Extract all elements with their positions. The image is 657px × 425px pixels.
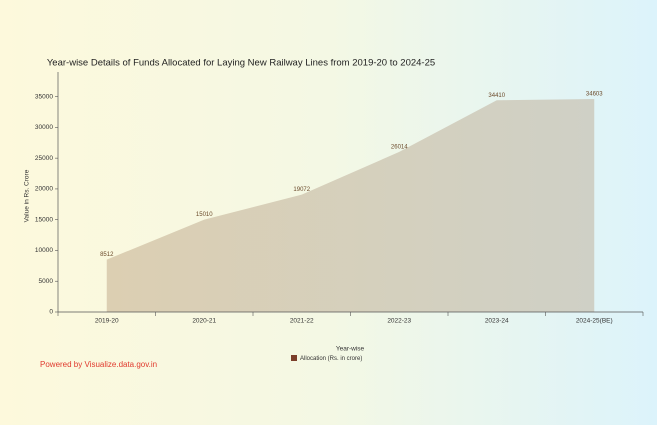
y-tick-label: 25000 [35,155,53,162]
chart-title: Year-wise Details of Funds Allocated for… [47,58,435,69]
y-tick-label: 15000 [35,216,53,223]
data-label: 34410 [488,93,505,99]
x-tick-label: 2021-22 [290,318,314,325]
data-label: 19072 [293,187,310,193]
x-axis-label: Year-wise [336,346,365,353]
legend-swatch [291,355,297,361]
y-axis-label: Value in Rs. Crore [24,169,31,222]
data-label: 15010 [196,212,213,218]
data-label: 26014 [391,144,408,150]
y-tick-label: 20000 [35,186,53,193]
y-tick-label: 35000 [35,93,53,100]
y-tick-label: 10000 [35,247,53,254]
y-tick-label: 30000 [35,124,53,131]
x-tick-label: 2023-24 [485,318,509,325]
x-tick-label: 2022-23 [387,318,411,325]
x-tick-label: 2020-21 [192,318,216,325]
y-tick-label: 0 [49,309,53,316]
footer: Powered by Visualize.data.gov.in [40,360,157,369]
x-tick-label: 2024-25(BE) [576,318,613,325]
x-tick-label: 2019-20 [95,318,119,325]
data-label: 34603 [586,92,603,98]
area [106,99,595,312]
y-tick-label: 5000 [39,278,54,285]
legend-label: Allocation (Rs. in crore) [300,356,362,362]
data-label: 8512 [100,252,114,258]
